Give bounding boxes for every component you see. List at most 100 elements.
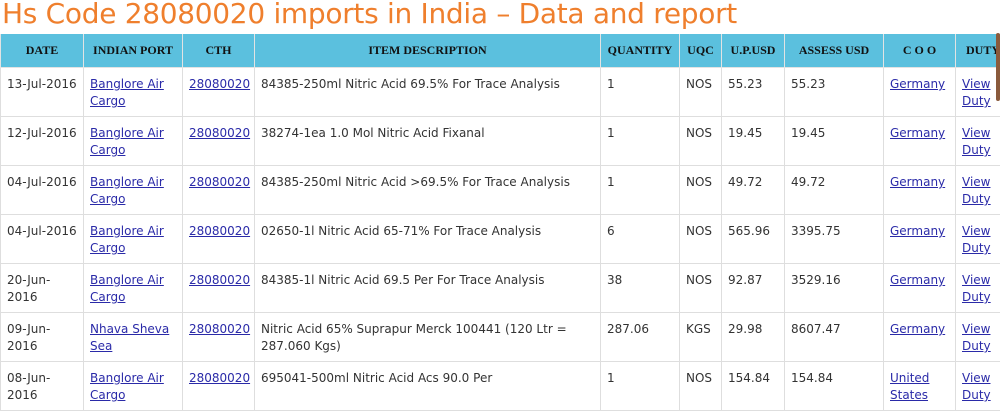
cell-assess: 8607.47	[785, 313, 884, 362]
port-link[interactable]: Banglore Air Cargo	[90, 224, 164, 255]
cell-assess: 55.23	[785, 68, 884, 117]
cell-port: Nhava Sheva Sea	[84, 313, 183, 362]
cell-up: 29.98	[722, 313, 785, 362]
cell-coo: Germany	[884, 313, 956, 362]
port-link[interactable]: Banglore Air Cargo	[90, 77, 164, 108]
cth-link[interactable]: 28080020	[189, 224, 250, 238]
cell-up: 154.84	[722, 362, 785, 411]
cell-coo: Germany	[884, 166, 956, 215]
port-link[interactable]: Banglore Air Cargo	[90, 371, 164, 402]
cell-coo: Germany	[884, 68, 956, 117]
cell-qty: 38	[601, 264, 680, 313]
cell-cth: 28080020	[183, 166, 255, 215]
port-link[interactable]: Nhava Sheva Sea	[90, 322, 169, 353]
cell-coo: United States	[884, 362, 956, 411]
cell-cth: 28080020	[183, 264, 255, 313]
coo-link[interactable]: Germany	[890, 126, 945, 140]
cell-desc: 695041-500ml Nitric Acid Acs 90.0 Per	[255, 362, 601, 411]
page-title: Hs Code 28080020 imports in India – Data…	[2, 0, 737, 30]
cell-date: 08-Jun-2016	[1, 362, 84, 411]
duty-link[interactable]: View Duty	[962, 175, 991, 206]
cth-link[interactable]: 28080020	[189, 371, 250, 385]
duty-link[interactable]: View Duty	[962, 273, 991, 304]
column-header: INDIAN PORT	[84, 34, 183, 68]
cell-assess: 49.72	[785, 166, 884, 215]
column-header: DUTY	[956, 34, 1000, 68]
column-header: U.P.USD	[722, 34, 785, 68]
duty-link[interactable]: View Duty	[962, 224, 991, 255]
cell-port: Banglore Air Cargo	[84, 166, 183, 215]
coo-link[interactable]: Germany	[890, 224, 945, 238]
cell-uqc: NOS	[680, 264, 722, 313]
cth-link[interactable]: 28080020	[189, 322, 250, 336]
cell-duty: View Duty	[956, 215, 1000, 264]
cell-cth: 28080020	[183, 313, 255, 362]
cell-desc: 84385-250ml Nitric Acid >69.5% For Trace…	[255, 166, 601, 215]
cell-assess: 3395.75	[785, 215, 884, 264]
cell-assess: 3529.16	[785, 264, 884, 313]
cell-cth: 28080020	[183, 117, 255, 166]
cell-desc: 38274-1ea 1.0 Mol Nitric Acid Fixanal	[255, 117, 601, 166]
cell-duty: View Duty	[956, 166, 1000, 215]
cell-up: 565.96	[722, 215, 785, 264]
cell-cth: 28080020	[183, 362, 255, 411]
cell-date: 04-Jul-2016	[1, 215, 84, 264]
cth-link[interactable]: 28080020	[189, 126, 250, 140]
cell-up: 55.23	[722, 68, 785, 117]
cell-desc: 84385-250ml Nitric Acid 69.5% For Trace …	[255, 68, 601, 117]
cell-date: 12-Jul-2016	[1, 117, 84, 166]
cell-qty: 1	[601, 362, 680, 411]
coo-link[interactable]: United States	[890, 371, 929, 402]
cth-link[interactable]: 28080020	[189, 175, 250, 189]
column-header: UQC	[680, 34, 722, 68]
cell-assess: 154.84	[785, 362, 884, 411]
cell-uqc: NOS	[680, 362, 722, 411]
coo-link[interactable]: Germany	[890, 77, 945, 91]
cell-up: 92.87	[722, 264, 785, 313]
duty-link[interactable]: View Duty	[962, 322, 991, 353]
cell-coo: Germany	[884, 215, 956, 264]
cell-date: 20-Jun-2016	[1, 264, 84, 313]
cell-uqc: KGS	[680, 313, 722, 362]
cell-uqc: NOS	[680, 215, 722, 264]
port-link[interactable]: Banglore Air Cargo	[90, 175, 164, 206]
port-link[interactable]: Banglore Air Cargo	[90, 273, 164, 304]
scrollbar[interactable]	[996, 33, 1000, 101]
cell-desc: 84385-1l Nitric Acid 69.5 Per For Trace …	[255, 264, 601, 313]
cell-up: 19.45	[722, 117, 785, 166]
cell-up: 49.72	[722, 166, 785, 215]
column-header: ASSESS USD	[785, 34, 884, 68]
cth-link[interactable]: 28080020	[189, 77, 250, 91]
port-link[interactable]: Banglore Air Cargo	[90, 126, 164, 157]
coo-link[interactable]: Germany	[890, 175, 945, 189]
coo-link[interactable]: Germany	[890, 273, 945, 287]
cell-port: Banglore Air Cargo	[84, 264, 183, 313]
coo-link[interactable]: Germany	[890, 322, 945, 336]
cell-coo: Germany	[884, 117, 956, 166]
duty-link[interactable]: View Duty	[962, 126, 991, 157]
cell-qty: 287.06	[601, 313, 680, 362]
column-header: DATE	[1, 34, 84, 68]
cell-duty: View Duty	[956, 117, 1000, 166]
cell-duty: View Duty	[956, 313, 1000, 362]
duty-link[interactable]: View Duty	[962, 371, 991, 402]
cell-cth: 28080020	[183, 215, 255, 264]
cell-uqc: NOS	[680, 68, 722, 117]
cell-date: 04-Jul-2016	[1, 166, 84, 215]
cell-port: Banglore Air Cargo	[84, 362, 183, 411]
cell-date: 13-Jul-2016	[1, 68, 84, 117]
cell-qty: 1	[601, 117, 680, 166]
column-header: ITEM DESCRIPTION	[255, 34, 601, 68]
duty-link[interactable]: View Duty	[962, 77, 991, 108]
cell-desc: 02650-1l Nitric Acid 65-71% For Trace An…	[255, 215, 601, 264]
cth-link[interactable]: 28080020	[189, 273, 250, 287]
column-header: CTH	[183, 34, 255, 68]
column-header: C O O	[884, 34, 956, 68]
